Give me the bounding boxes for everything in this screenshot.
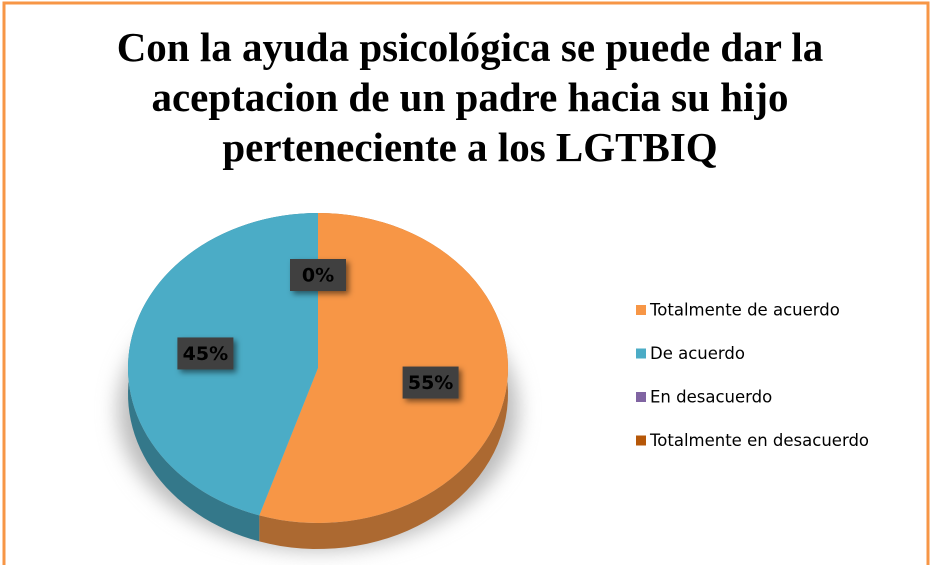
data-label: 45% [183, 343, 228, 365]
data-label: 55% [408, 372, 453, 394]
legend-swatch [636, 435, 646, 446]
legend-box [630, 285, 920, 465]
legend-label: En desacuerdo [650, 388, 772, 407]
legend-swatch [636, 348, 646, 359]
legend-label: Totalmente de acuerdo [649, 301, 840, 320]
legend-label: De acuerdo [650, 344, 745, 363]
data-label: 0% [302, 265, 334, 287]
legend-swatch [636, 392, 646, 402]
legend-label: Totalmente en desacuerdo [649, 431, 869, 450]
label-box [402, 366, 459, 399]
chart-title: Con la ayuda psicológica se puede dar la… [116, 24, 824, 170]
legend-swatch [636, 305, 646, 315]
label-box [177, 337, 234, 370]
label-box [290, 259, 346, 291]
